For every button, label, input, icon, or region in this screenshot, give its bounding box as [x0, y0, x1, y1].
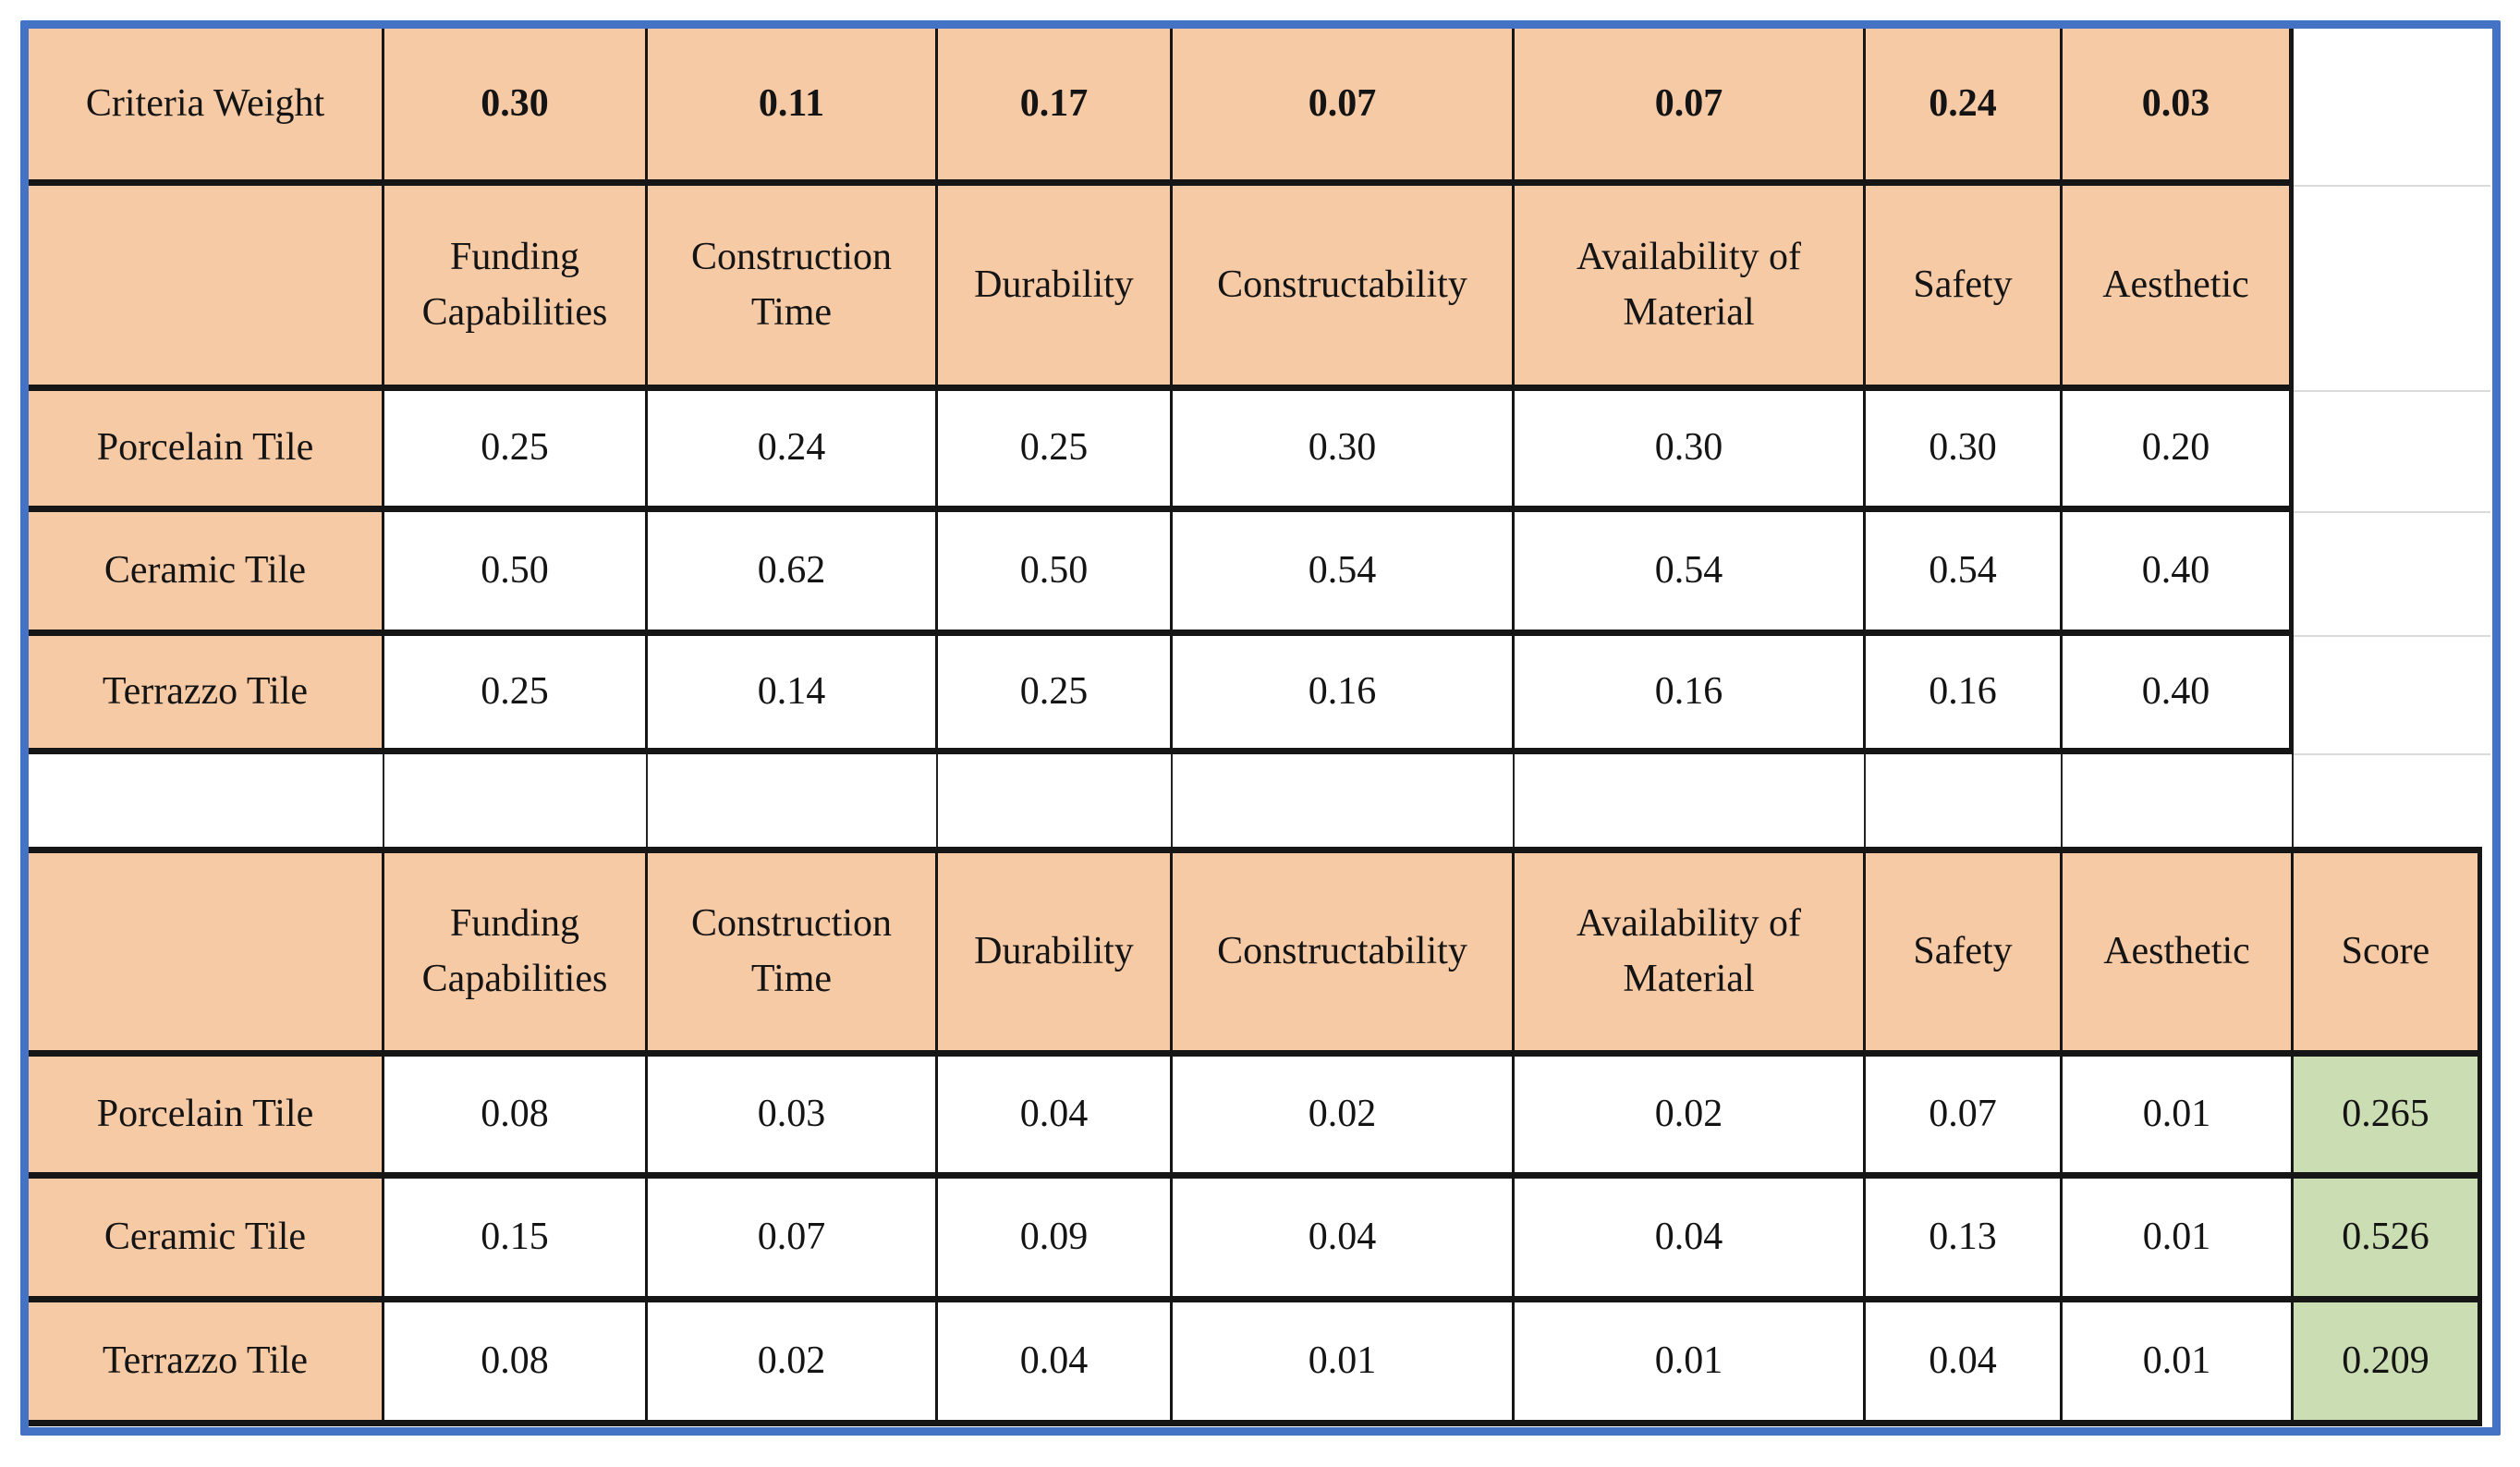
value-cell: 0.20 — [2063, 391, 2294, 512]
value-cell: 0.04 — [1515, 1179, 1866, 1302]
column-header-cell: Durability — [938, 186, 1173, 391]
value-cell: 0.01 — [2063, 1179, 2294, 1302]
value-cell: 0.40 — [2063, 512, 2294, 636]
column-header-cell: Aesthetic — [2063, 853, 2294, 1057]
row-label-cell: Ceramic Tile — [29, 1179, 384, 1302]
column-header-cell: Safety — [1866, 853, 2063, 1057]
value-cell: 0.54 — [1866, 512, 2063, 636]
faint-gridline — [2294, 185, 2490, 187]
column-header-cell: Aesthetic — [2063, 186, 2294, 391]
weight-cell: 0.07 — [1515, 29, 1866, 186]
value-cell: 0.04 — [938, 1302, 1173, 1426]
value-cell: 0.13 — [1866, 1179, 2063, 1302]
row-label-cell: Ceramic Tile — [29, 512, 384, 636]
column-header-cell: Durability — [938, 853, 1173, 1057]
value-cell: 0.07 — [648, 1179, 938, 1302]
row-label-cell: Terrazzo Tile — [29, 636, 384, 754]
weight-cell: 0.30 — [384, 29, 648, 186]
spacer-cell — [1515, 754, 1866, 847]
value-cell: 0.15 — [384, 1179, 648, 1302]
value-cell: 0.04 — [1173, 1179, 1515, 1302]
value-cell: 0.04 — [938, 1057, 1173, 1179]
spacer-cell — [384, 754, 648, 847]
value-cell: 0.02 — [1173, 1057, 1515, 1179]
value-cell: 0.01 — [1515, 1302, 1866, 1426]
value-cell: 0.24 — [648, 391, 938, 512]
value-cell: 0.14 — [648, 636, 938, 754]
value-cell: 0.02 — [1515, 1057, 1866, 1179]
value-cell: 0.25 — [938, 391, 1173, 512]
image-frame — [20, 20, 2501, 1436]
value-cell: 0.40 — [2063, 636, 2294, 754]
spacer-cell — [29, 754, 384, 847]
faint-gridline — [2294, 635, 2490, 637]
score-header-cell: Score — [2294, 853, 2482, 1057]
value-cell: 0.25 — [938, 636, 1173, 754]
value-cell: 0.50 — [384, 512, 648, 636]
corner-cell — [29, 853, 384, 1057]
weights-table: Criteria Weight 0.30 0.11 0.17 0.07 0.07… — [29, 29, 2294, 754]
value-cell: 0.16 — [1515, 636, 1866, 754]
value-cell: 0.16 — [1173, 636, 1515, 754]
spacer-row — [29, 754, 2294, 847]
column-header-cell: Availability of Material — [1515, 186, 1866, 391]
column-header-cell: Safety — [1866, 186, 2063, 391]
value-cell: 0.16 — [1866, 636, 2063, 754]
value-cell: 0.50 — [938, 512, 1173, 636]
column-header-cell: Construction Time — [648, 186, 938, 391]
column-header-cell: Constructability — [1173, 186, 1515, 391]
score-value-cell: 0.265 — [2294, 1057, 2482, 1179]
value-cell: 0.30 — [1866, 391, 2063, 512]
spacer-cell — [1173, 754, 1515, 847]
value-cell: 0.62 — [648, 512, 938, 636]
criteria-weight-label-cell: Criteria Weight — [29, 29, 384, 186]
faint-gridline — [2294, 511, 2490, 513]
value-cell: 0.54 — [1515, 512, 1866, 636]
spacer-cell — [648, 754, 938, 847]
value-cell: 0.01 — [1173, 1302, 1515, 1426]
value-cell: 0.25 — [384, 391, 648, 512]
spacer-cell — [2063, 754, 2294, 847]
column-header-cell: Funding Capabilities — [384, 186, 648, 391]
row-label-cell: Porcelain Tile — [29, 1057, 384, 1179]
value-cell: 0.09 — [938, 1179, 1173, 1302]
value-cell: 0.08 — [384, 1302, 648, 1426]
weight-cell: 0.17 — [938, 29, 1173, 186]
value-cell: 0.02 — [648, 1302, 938, 1426]
faint-gridline — [2294, 753, 2490, 755]
faint-gridline — [2294, 390, 2490, 392]
weight-cell: 0.11 — [648, 29, 938, 186]
spacer-cell — [938, 754, 1173, 847]
column-header-cell: Funding Capabilities — [384, 853, 648, 1057]
column-header-cell: Constructability — [1173, 853, 1515, 1057]
value-cell: 0.54 — [1173, 512, 1515, 636]
weight-cell: 0.24 — [1866, 29, 2063, 186]
weighted-scores-table: Funding Capabilities Construction Time D… — [29, 847, 2482, 1426]
weight-cell: 0.03 — [2063, 29, 2294, 186]
value-cell: 0.08 — [384, 1057, 648, 1179]
value-cell: 0.07 — [1866, 1057, 2063, 1179]
value-cell: 0.01 — [2063, 1302, 2294, 1426]
value-cell: 0.30 — [1173, 391, 1515, 512]
column-header-cell: Construction Time — [648, 853, 938, 1057]
value-cell: 0.03 — [648, 1057, 938, 1179]
score-value-cell: 0.209 — [2294, 1302, 2482, 1426]
row-label-cell: Porcelain Tile — [29, 391, 384, 512]
value-cell: 0.01 — [2063, 1057, 2294, 1179]
value-cell: 0.30 — [1515, 391, 1866, 512]
value-cell: 0.25 — [384, 636, 648, 754]
value-cell: 0.04 — [1866, 1302, 2063, 1426]
column-header-cell: Availability of Material — [1515, 853, 1866, 1057]
row-label-cell: Terrazzo Tile — [29, 1302, 384, 1426]
spacer-cell — [1866, 754, 2063, 847]
corner-cell — [29, 186, 384, 391]
score-value-cell: 0.526 — [2294, 1179, 2482, 1302]
weight-cell: 0.07 — [1173, 29, 1515, 186]
